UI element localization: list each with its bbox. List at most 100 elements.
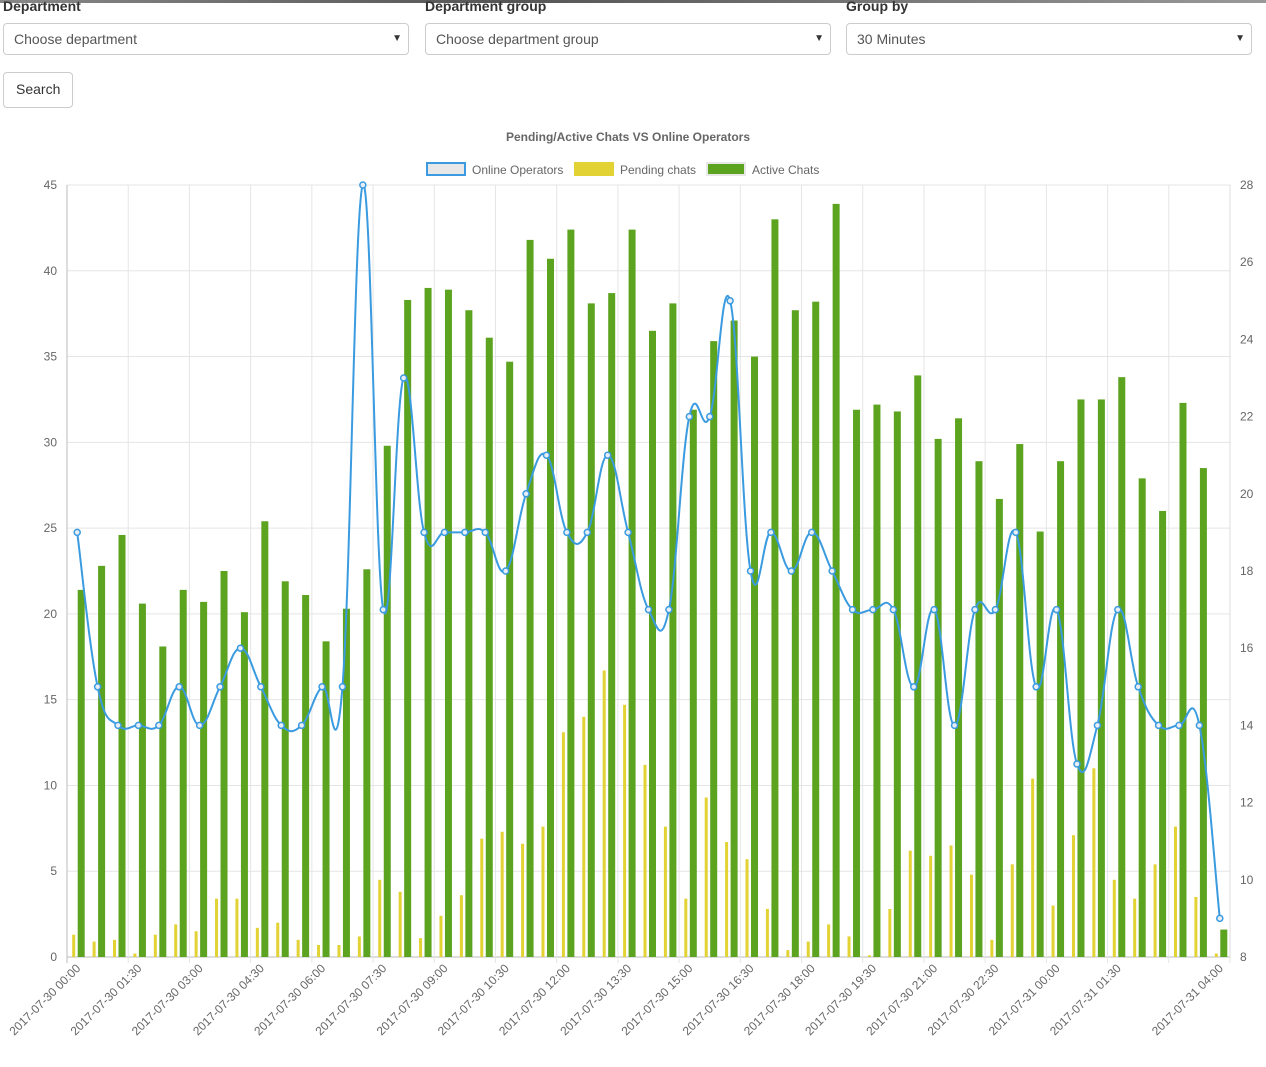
pending-chats-bar <box>113 939 117 957</box>
pending-chats-bar <box>194 931 198 957</box>
department-label: Department <box>3 0 81 14</box>
top-border <box>0 0 1266 3</box>
active-chats-bar <box>791 310 799 957</box>
online-operators-point <box>1175 721 1183 730</box>
legend: Online Operators Pending chats Active Chat… <box>426 162 819 177</box>
active-chats-bar <box>281 581 289 957</box>
active-chats-bar <box>179 589 187 957</box>
active-chats-bar <box>98 565 106 957</box>
online-operators-point <box>1216 914 1224 923</box>
pending-chats-bar <box>153 934 157 957</box>
pending-chats-bar <box>215 898 219 957</box>
active-chats-bar <box>812 301 820 957</box>
online-operators-point <box>522 490 530 498</box>
y-left-tick-label: 40 <box>44 264 58 278</box>
pending-chats-bar <box>684 898 688 957</box>
department-filter: Department Choose department ▼ <box>3 0 409 55</box>
bars <box>72 203 1228 958</box>
y-left-tick-label: 10 <box>44 778 58 792</box>
pending-chats-bar <box>643 764 647 957</box>
y-right-tick-label: 14 <box>1240 718 1254 732</box>
online-operators-point <box>440 528 449 537</box>
online-operators-point <box>869 605 877 614</box>
active-chats-bar <box>1057 461 1065 957</box>
pending-chats-bar <box>419 938 423 957</box>
x-tick-label: 2017-07-31 04:00 <box>1149 961 1226 1038</box>
active-chats-bar <box>1036 531 1044 957</box>
legend-swatch <box>574 162 614 176</box>
pending-chats-bar <box>663 826 667 957</box>
pending-chats-bar <box>296 939 300 957</box>
group-by-value: 30 Minutes <box>857 31 926 47</box>
active-chats-bar <box>240 612 248 957</box>
online-operators-point <box>685 412 694 421</box>
pending-chats-bar <box>745 859 749 957</box>
online-operators-point <box>1114 605 1122 614</box>
y-right-tick-label: 8 <box>1240 950 1247 964</box>
group-by-select[interactable]: 30 Minutes ▼ <box>846 23 1252 55</box>
department-group-select[interactable]: Choose department group ▼ <box>425 23 831 55</box>
pending-chats-bar <box>949 845 953 957</box>
active-chats-bar <box>261 521 269 957</box>
legend-item[interactable]: Active Chats <box>706 162 819 177</box>
pending-chats-bar <box>480 838 484 957</box>
online-operators-point <box>420 528 428 537</box>
pending-chats-bar <box>1071 835 1075 957</box>
online-operators-point <box>705 412 714 421</box>
chevron-down-icon: ▼ <box>392 33 402 44</box>
chart-title: Pending/Active Chats VS Online Operators <box>506 130 750 144</box>
pending-chats-bar <box>276 922 280 957</box>
legend-item[interactable]: Pending chats <box>574 162 696 177</box>
active-chats-bar <box>669 303 677 958</box>
online-operators-point <box>257 683 265 691</box>
legend-item[interactable]: Online Operators <box>426 162 563 177</box>
active-chats-bar <box>608 293 616 958</box>
pending-chats-bar <box>378 879 382 957</box>
online-operators-point <box>1073 760 1081 768</box>
pending-chats-bar <box>1010 864 1014 957</box>
online-operators-point <box>481 528 490 537</box>
search-button[interactable]: Search <box>3 72 74 108</box>
pending-chats-bar <box>582 716 586 957</box>
pending-chats-bar <box>1133 898 1137 957</box>
active-chats-bar <box>771 219 779 958</box>
y-left-tick-label: 30 <box>44 435 58 449</box>
active-chats-bar <box>485 337 493 957</box>
online-operators-point <box>1134 683 1142 691</box>
active-chats-bar <box>1138 478 1146 957</box>
pending-chats-bar <box>765 908 769 957</box>
online-operators-point <box>1032 683 1040 691</box>
active-chats-bar <box>853 409 861 957</box>
active-chats-bar <box>159 646 167 957</box>
y-left-tick-label: 15 <box>44 693 58 707</box>
y-left-tick-label: 0 <box>50 950 57 964</box>
y-right-tick-label: 16 <box>1240 641 1254 655</box>
legend-swatch <box>426 162 466 176</box>
active-chats-bar <box>77 589 85 957</box>
active-chats-bar <box>914 375 922 958</box>
online-operators-point <box>889 605 898 614</box>
pending-chats-bar <box>969 874 973 957</box>
online-operators-point <box>1154 721 1163 730</box>
online-operators-point <box>73 528 81 537</box>
y-right-tick-label: 28 <box>1240 178 1254 192</box>
online-operators-point <box>665 605 673 614</box>
pending-chats-bar <box>541 826 545 957</box>
online-operators-line <box>76 183 1221 919</box>
active-chats-bar <box>628 229 636 958</box>
active-chats-bar <box>587 303 595 958</box>
pending-chats-bar <box>439 915 443 957</box>
online-operators-point <box>93 683 102 691</box>
pending-chats-bar <box>317 944 321 957</box>
active-chats-bar <box>302 595 310 957</box>
pending-chats-bar <box>1214 953 1218 957</box>
y-left-tick-label: 35 <box>44 350 58 364</box>
department-value: Choose department <box>14 31 137 47</box>
online-operators-point <box>583 528 592 537</box>
department-select[interactable]: Choose department ▼ <box>3 23 409 55</box>
online-operators-point <box>909 683 918 691</box>
active-chats-bar <box>363 569 371 957</box>
y-right-tick-label: 12 <box>1240 796 1254 810</box>
pending-chats-bar <box>786 950 790 957</box>
